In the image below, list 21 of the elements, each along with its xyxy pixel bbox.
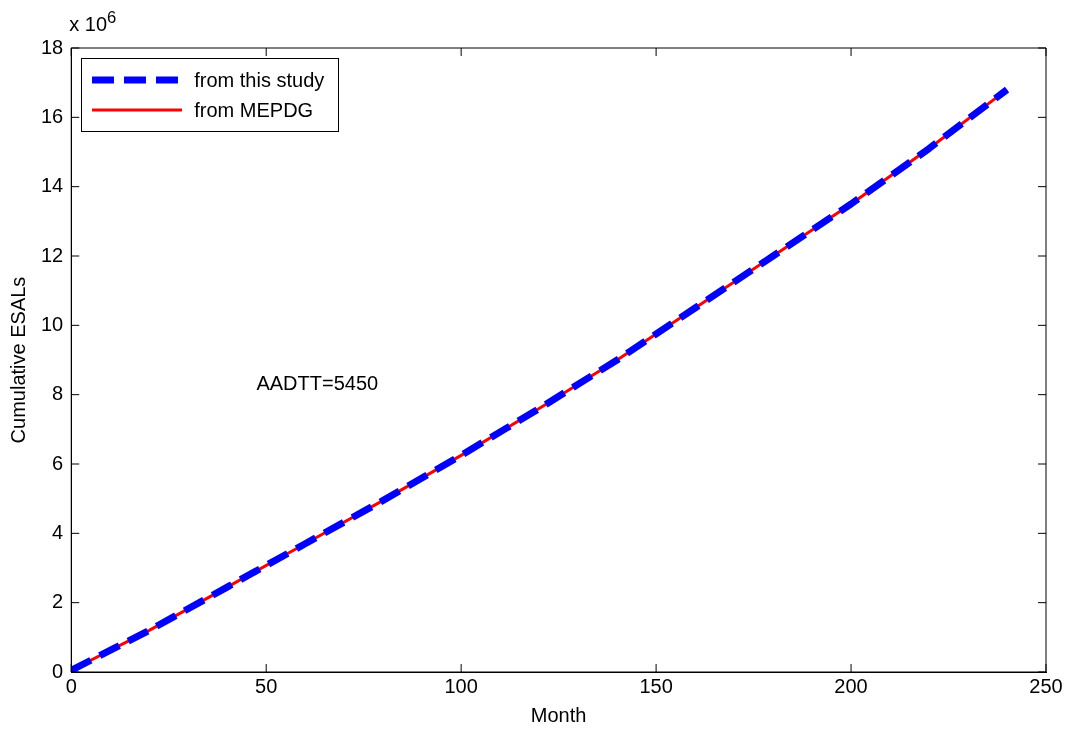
y-tick-label: 8 <box>52 382 64 405</box>
x-tick-label: 250 <box>1029 674 1063 697</box>
y-tick-label: 18 <box>41 35 64 58</box>
y-tick-label: 6 <box>52 451 64 474</box>
annotation: AADTT=5450 <box>256 372 379 396</box>
text: x 10$^{6}$ <box>69 8 117 36</box>
legend-label: from this study <box>194 68 325 92</box>
y-tick-label: 10 <box>41 312 64 335</box>
y-tick-label: 0 <box>52 659 64 682</box>
y-tick-label: 16 <box>41 104 64 127</box>
x-tick-label: 200 <box>834 674 868 697</box>
y-tick-label: 4 <box>52 520 64 543</box>
x-tick-label: 100 <box>444 674 478 697</box>
y-tick-label: 12 <box>41 243 64 266</box>
x-tick-label: 50 <box>255 674 278 697</box>
y-tick-label: 14 <box>41 174 64 197</box>
legend-label: from MEPDG <box>194 98 314 122</box>
y-axis-title: Cumulative ESALs <box>6 276 29 444</box>
x-axis-title: Month <box>530 703 587 726</box>
y-tick-label: 2 <box>52 590 64 613</box>
x-tick-label: 150 <box>639 674 673 697</box>
